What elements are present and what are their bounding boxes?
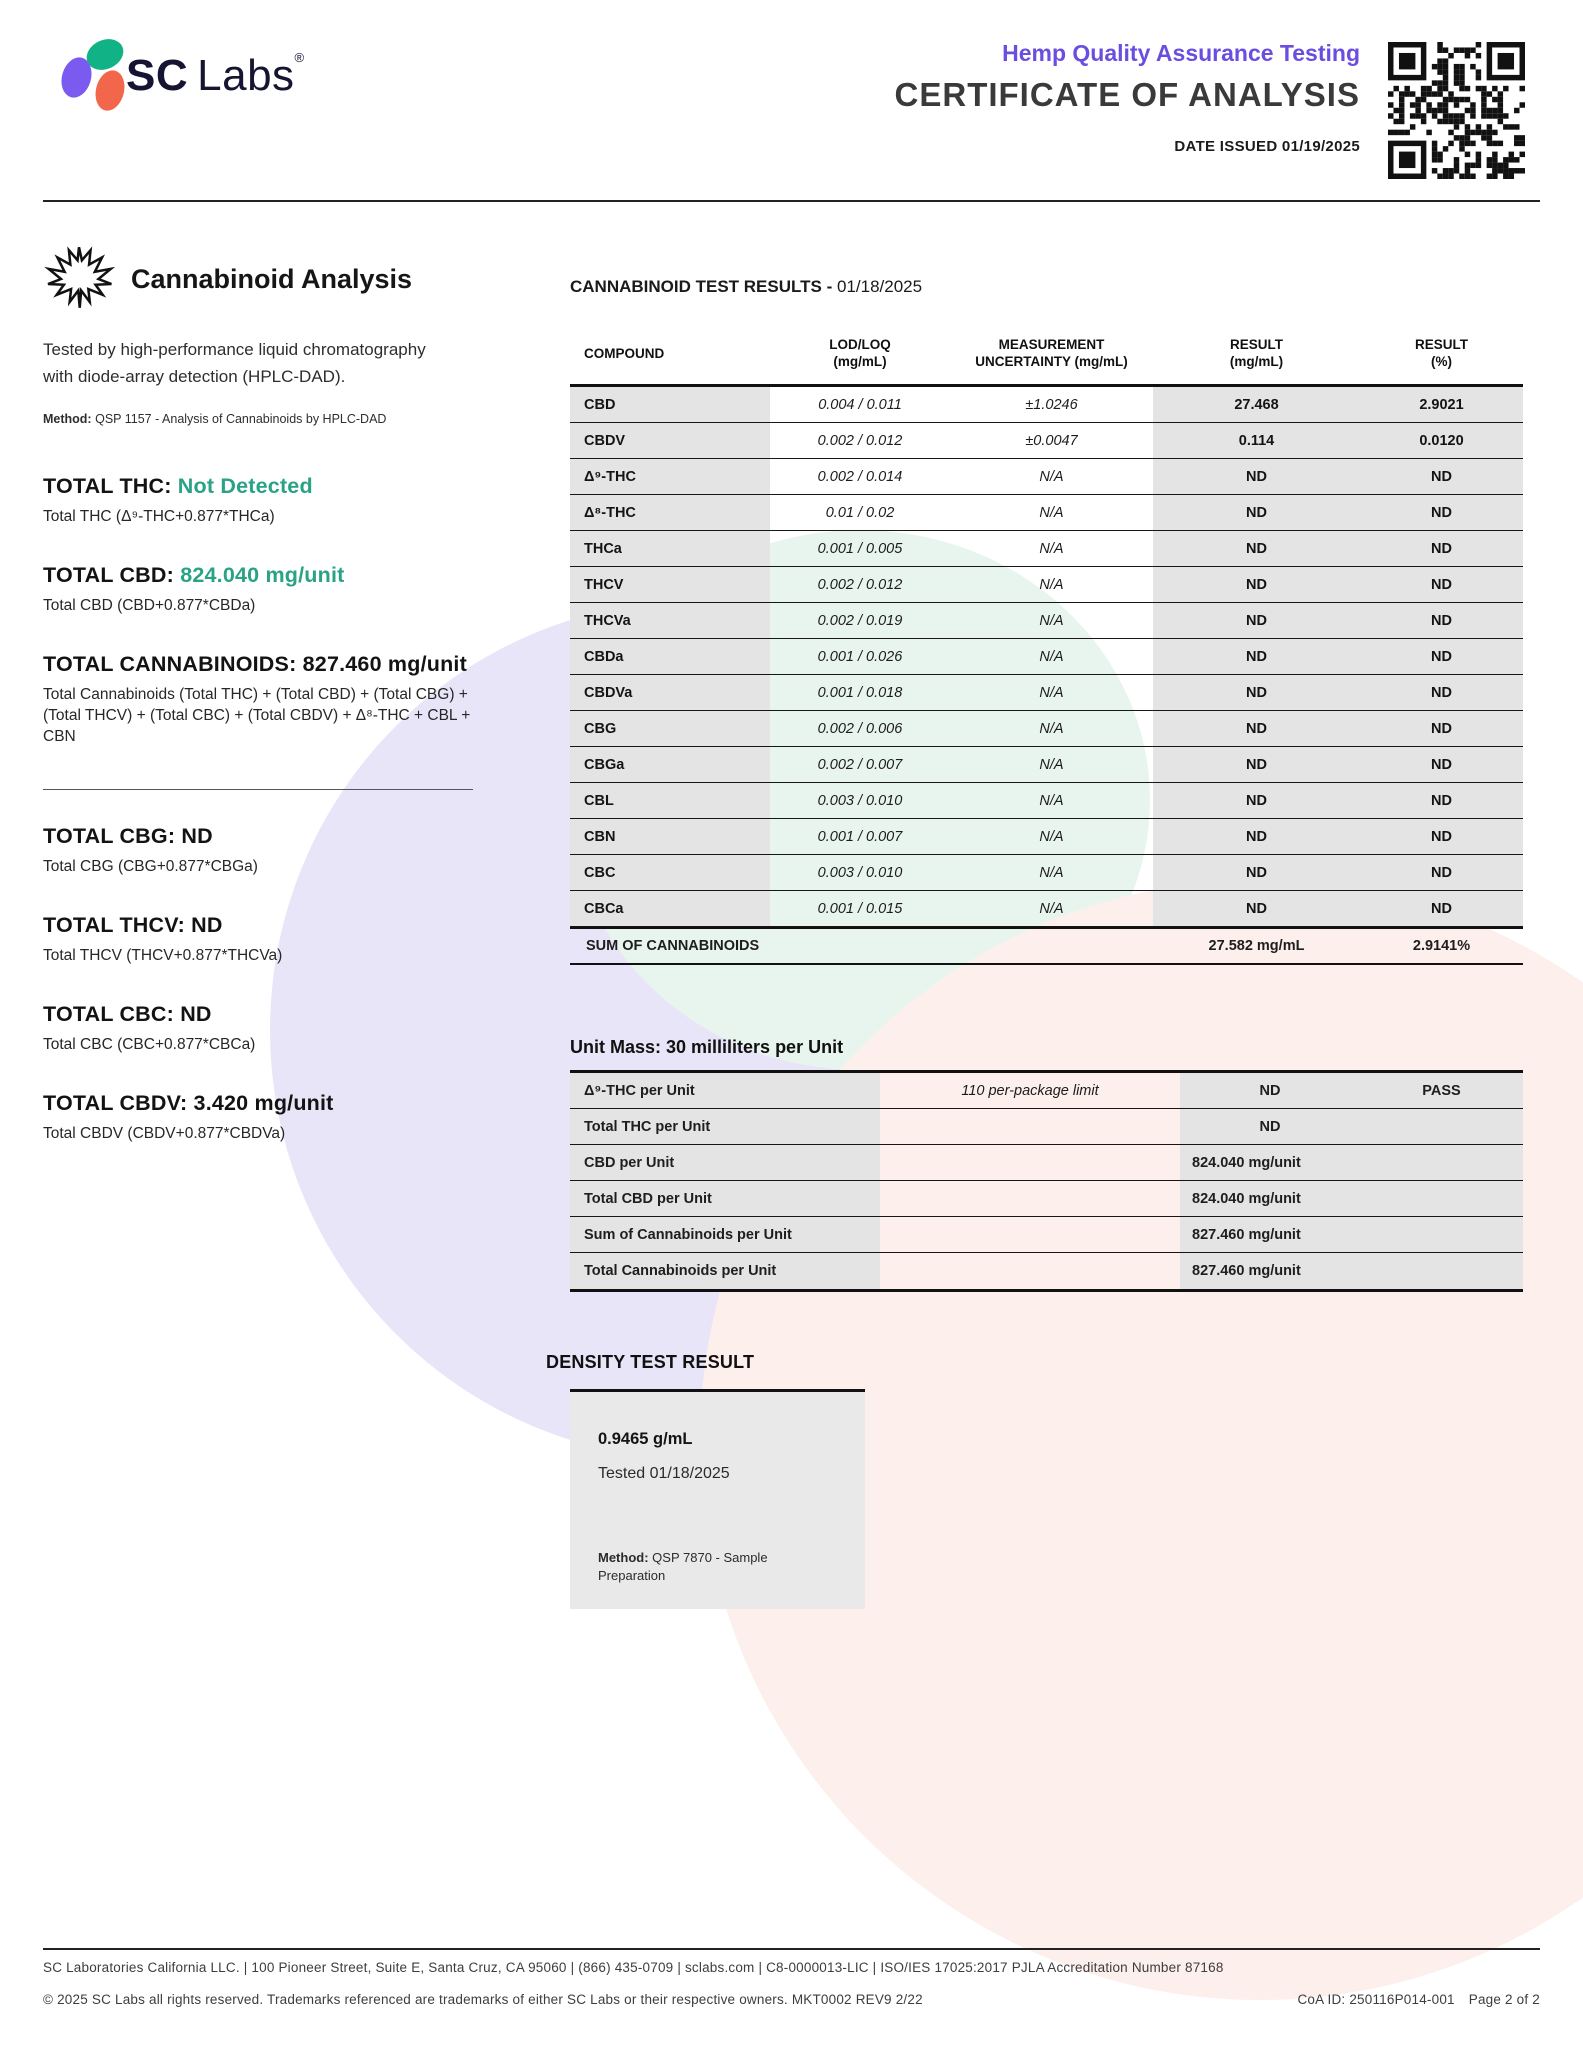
results-date: 01/18/2025 [836, 277, 923, 296]
total-heading: TOTAL THCV: ND [43, 913, 223, 937]
table-row: CBDV 0.002 / 0.012 ±0.0047 0.114 0.0120 [570, 423, 1523, 459]
cannabis-leaf-icon [44, 246, 115, 308]
analysis-description: Tested by high-performance liquid chroma… [43, 340, 426, 386]
density-value: 0.9465 g/mL [598, 1430, 693, 1448]
total-cbg: TOTAL CBG: ND Total CBG (CBG+0.877*CBGa) [43, 824, 483, 877]
total-formula: Total CBG (CBG+0.877*CBGa) [43, 858, 258, 875]
total-formula: Total CBD (CBD+0.877*CBDa) [43, 597, 256, 614]
registered-mark: ® [294, 50, 305, 65]
density-tested-date: Tested 01/18/2025 [598, 1465, 730, 1482]
total-cbdv: TOTAL CBDV: 3.420 mg/unit Total CBDV (CB… [43, 1091, 483, 1144]
total-cannabinoids: TOTAL CANNABINOIDS: 827.460 mg/unit Tota… [43, 652, 483, 747]
pass-badge: PASS [1360, 1073, 1523, 1108]
density-card: 0.9465 g/mL Tested 01/18/2025 Method: QS… [570, 1389, 865, 1609]
sum-result-pct: 2.9141% [1412, 938, 1471, 954]
table-row: Sum of Cannabinoids per Unit 827.460 mg/u… [570, 1217, 1523, 1253]
results-table-header: COMPOUND LOD/LOQ (mg/mL) MEASUREMENT UNCER… [570, 322, 1523, 387]
footer-copyright: © 2025 SC Labs all rights reserved. Trad… [43, 1992, 923, 2007]
table-row: Δ⁹-THC 0.002 / 0.014 N/A ND ND [570, 459, 1523, 495]
date-issued: DATE ISSUED 01/19/2025 [1174, 138, 1360, 155]
total-formula: Total CBC (CBC+0.877*CBCa) [43, 1036, 256, 1053]
column-header-lodloq: LOD/LOQ (mg/mL) [829, 337, 891, 369]
table-row: CBG 0.002 / 0.006 N/A ND ND [570, 711, 1523, 747]
total-value: ND [181, 824, 213, 848]
results-panel: CANNABINOID TEST RESULTS - 01/18/2025 CO… [546, 277, 1523, 1609]
table-row: CBDVa 0.001 / 0.018 N/A ND ND [570, 675, 1523, 711]
logo-labs: Labs [197, 51, 295, 100]
method-value: QSP 1157 - Analysis of Cannabinoids by H… [95, 412, 387, 426]
table-row: Δ⁸-THC 0.01 / 0.02 N/A ND ND [570, 495, 1523, 531]
total-heading: TOTAL CANNABINOIDS: 827.460 mg/unit [43, 652, 467, 676]
section-title: Cannabinoid Analysis [131, 263, 413, 294]
total-thc: TOTAL THC: Not Detected Total THC (Δ⁹-TH… [43, 474, 483, 527]
table-row: THCV 0.002 / 0.012 N/A ND ND [570, 567, 1523, 603]
total-formula: Total THC (Δ⁹-THC+0.877*THCa) [43, 508, 275, 525]
total-value: 3.420 mg/unit [193, 1091, 334, 1115]
total-value: 824.040 mg/unit [180, 563, 345, 587]
table-row: Total CBD per Unit 824.040 mg/unit [570, 1181, 1523, 1217]
table-row: CBN 0.001 / 0.007 N/A ND ND [570, 819, 1523, 855]
sum-result-mg: 27.582 mg/mL [1208, 938, 1305, 954]
total-value: Not Detected [177, 474, 313, 498]
total-cbd: TOTAL CBD: 824.040 mg/unit Total CBD (CB… [43, 563, 483, 616]
table-row: Total Cannabinoids per Unit 827.460 mg/un… [570, 1253, 1523, 1289]
logo-oval-orange-icon [91, 67, 129, 114]
table-row: CBD per Unit 824.040 mg/unit [570, 1145, 1523, 1181]
table-row: CBL 0.003 / 0.010 N/A ND ND [570, 783, 1523, 819]
cannabinoid-analysis-panel: Cannabinoid Analysis Tested by high-perf… [43, 238, 483, 1180]
total-formula: Total THCV (THCV+0.877*THCVa) [43, 947, 283, 964]
qr-code [1388, 42, 1525, 179]
total-value: ND [180, 1002, 212, 1026]
table-row: Total THC per Unit ND [570, 1109, 1523, 1145]
column-header-result-mg: RESULT (mg/mL) [1229, 337, 1284, 369]
header-title-block: Hemp Quality Assurance Testing CERTIFICA… [895, 40, 1360, 155]
total-value: 827.460 mg/unit [302, 652, 467, 676]
results-title: CANNABINOID TEST RESULTS - 01/18/2025 [570, 277, 923, 296]
total-formula: Total CBDV (CBDV+0.877*CBDVa) [43, 1125, 286, 1142]
table-row: Δ⁹-THC per Unit 110 per-package limit ND PA… [570, 1073, 1523, 1109]
table-row: CBGa 0.002 / 0.007 N/A ND ND [570, 747, 1523, 783]
table-row: CBDa 0.001 / 0.026 N/A ND ND [570, 639, 1523, 675]
unit-mass-heading: Unit Mass: 30 milliliters per Unit [570, 1037, 844, 1057]
column-header-compound: COMPOUND [584, 345, 665, 361]
table-row: THCa 0.001 / 0.005 N/A ND ND [570, 531, 1523, 567]
document-title: CERTIFICATE OF ANALYSIS [894, 76, 1360, 113]
sum-of-cannabinoids-row: SUM OF CANNABINOIDS 27.582 mg/mL 2.9141% [570, 927, 1523, 965]
analysis-method: Method: QSP 1157 - Analysis of Cannabino… [43, 412, 483, 426]
total-value: ND [191, 913, 223, 937]
total-heading: TOTAL CBD: 824.040 mg/unit [43, 563, 345, 587]
density-heading: DENSITY TEST RESULT [546, 1352, 755, 1372]
total-heading: TOTAL CBC: ND [43, 1002, 212, 1026]
total-heading: TOTAL THC: Not Detected [43, 474, 313, 498]
method-label: Method: [43, 412, 92, 426]
totals-divider [43, 789, 473, 790]
program-title: Hemp Quality Assurance Testing [1002, 40, 1360, 66]
total-heading: TOTAL CBG: ND [43, 824, 213, 848]
unit-mass-table: Δ⁹-THC per Unit 110 per-package limit ND PA… [570, 1070, 1523, 1292]
table-row: THCVa 0.002 / 0.019 N/A ND ND [570, 603, 1523, 639]
total-formula: Total Cannabinoids (Total THC) + (Total … [43, 686, 471, 745]
column-header-result-pct: RESULT (%) [1415, 337, 1468, 369]
sclabs-logo-text: SC Labs® [126, 50, 305, 101]
density-method: Method: QSP 7870 - Sample Preparation [598, 1550, 768, 1583]
footer-coa-id: CoA ID: 250116P014-001 Page 2 of 2 [1297, 1992, 1540, 2007]
coa-id: CoA ID: 250116P014-001 [1297, 1992, 1455, 2007]
total-thcv: TOTAL THCV: ND Total THCV (THCV+0.877*TH… [43, 913, 483, 966]
page-number: Page 2 of 2 [1468, 1992, 1540, 2007]
column-header-uncertainty: MEASUREMENT UNCERTAINTY (mg/mL) [975, 337, 1128, 369]
total-cbc: TOTAL CBC: ND Total CBC (CBC+0.877*CBCa) [43, 1002, 483, 1055]
logo-sc: SC [126, 51, 189, 100]
table-row: CBCa 0.001 / 0.015 N/A ND ND [570, 891, 1523, 927]
footer-divider [43, 1948, 1540, 1950]
table-row: CBC 0.003 / 0.010 N/A ND ND [570, 855, 1523, 891]
header-divider [43, 200, 1540, 202]
table-row: CBD 0.004 / 0.011 ±1.0246 27.468 2.9021 [570, 387, 1523, 423]
total-heading: TOTAL CBDV: 3.420 mg/unit [43, 1091, 334, 1115]
footer-lab-info: SC Laboratories California LLC. | 100 Pi… [43, 1960, 1224, 1975]
totals-list: TOTAL THC: Not Detected Total THC (Δ⁹-TH… [43, 474, 483, 1144]
